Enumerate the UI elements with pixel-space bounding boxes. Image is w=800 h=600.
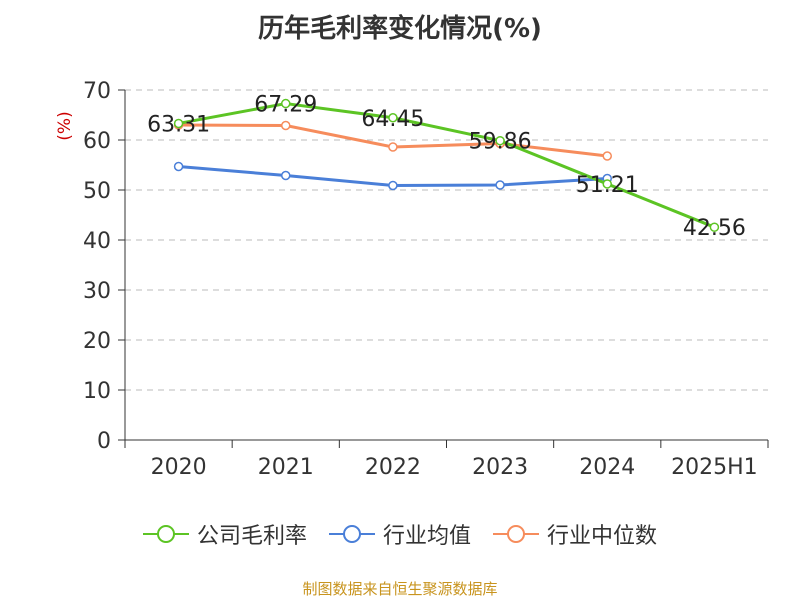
series-point-1: [281, 170, 291, 181]
data-label: 63.31: [147, 112, 210, 137]
data-label: 64.45: [361, 107, 424, 132]
y-tick-label: 10: [83, 379, 111, 404]
data-labels: 63.31 67.29 64.45 59.86 51.21 42.56: [147, 93, 746, 242]
series-point-2: [388, 142, 398, 152]
series-point-0: [281, 98, 291, 109]
series-point-0: [173, 118, 184, 129]
data-label: 42.56: [683, 216, 746, 241]
series-point-1: [388, 180, 398, 191]
series-point-1: [495, 180, 505, 190]
x-tick-label: 2022: [365, 455, 421, 480]
series-point-0: [602, 179, 612, 189]
y-axis-label: (%): [55, 111, 75, 140]
y-tick-label: 0: [97, 429, 111, 454]
series-line-0: [178, 102, 715, 229]
axes: 0 10 20 30 40 50 60 70 (%) 2020 2021 2022 2023 2024 20…: [55, 79, 769, 480]
x-tick-label: 2024: [579, 455, 635, 480]
y-tick-label: 60: [83, 129, 111, 154]
series-lines: [173, 98, 720, 232]
x-tick-label: 2021: [258, 455, 314, 480]
y-tick-label: 20: [83, 329, 111, 354]
legend-swatch-company: [142, 525, 189, 543]
legend-swatch-industry-median: [493, 525, 539, 543]
series-point-2: [281, 120, 291, 131]
y-tick-label: 40: [83, 229, 111, 254]
series-point-2: [602, 151, 612, 161]
series-point-1: [173, 161, 184, 172]
gridlines: [125, 89, 768, 391]
data-label: 59.86: [469, 130, 532, 155]
legend-swatch-industry-mean: [328, 525, 375, 543]
series-point-0: [495, 135, 505, 146]
data-label: 67.29: [254, 93, 317, 118]
x-tick-label: 2020: [151, 455, 207, 480]
y-tick-label: 50: [83, 179, 111, 204]
series-point-0: [709, 222, 720, 232]
legend-label-industry-mean: 行业均值: [382, 524, 471, 549]
y-tick-label: 30: [83, 279, 111, 304]
x-tick-label: 2025H1: [671, 455, 758, 480]
legend-label-company: 公司毛利率: [196, 524, 307, 549]
legend: 公司毛利率 行业均值 行业中位数: [0, 518, 800, 550]
data-label: 51.21: [576, 173, 639, 198]
legend-item-company[interactable]: 公司毛利率: [142, 518, 307, 550]
legend-item-industry-mean[interactable]: 行业均值: [328, 518, 471, 550]
x-tick-label: 2023: [472, 455, 528, 480]
chart-title: 历年毛利率变化情况(%): [258, 14, 542, 44]
source-note: 制图数据来自恒生聚源数据库: [302, 580, 498, 598]
y-tick-label: 70: [83, 79, 111, 104]
series-point-0: [388, 113, 398, 123]
legend-item-industry-median[interactable]: 行业中位数: [493, 518, 657, 550]
legend-label-industry-median: 行业中位数: [547, 524, 658, 549]
